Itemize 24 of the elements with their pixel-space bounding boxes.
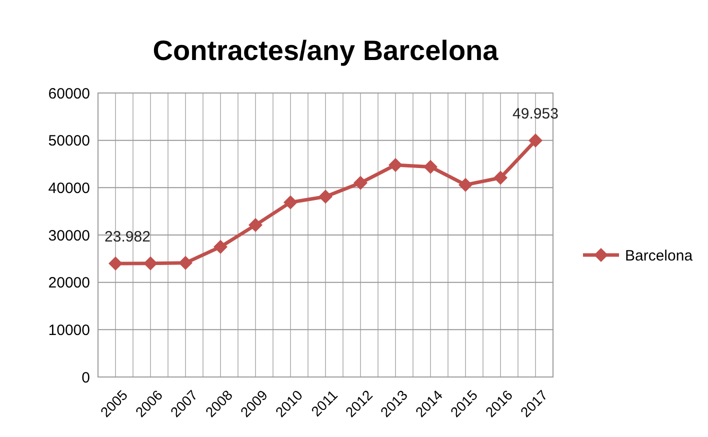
y-tick-label: 30000 <box>48 227 90 244</box>
point <box>284 195 298 210</box>
y-tick-label: 20000 <box>48 274 90 292</box>
point <box>494 170 508 185</box>
point <box>318 190 332 204</box>
point <box>248 218 262 232</box>
data-label: 49.953 <box>512 106 558 123</box>
point <box>354 176 368 190</box>
y-tick-label: 50000 <box>48 132 90 150</box>
point <box>458 178 472 192</box>
y-tick-label: 40000 <box>48 180 90 197</box>
data-label: 23.982 <box>104 228 150 246</box>
y-tick-label: 60000 <box>48 85 90 102</box>
y-tick-label: 0 <box>82 369 90 386</box>
point <box>214 240 228 254</box>
point <box>108 256 122 270</box>
point <box>528 134 542 148</box>
point <box>144 256 158 270</box>
y-tick-label: 10000 <box>48 322 90 339</box>
point <box>424 160 438 174</box>
chart-title: Contractes/any Barcelona <box>152 35 499 66</box>
point <box>388 158 402 172</box>
point <box>178 256 192 270</box>
legend-label: Barcelona <box>625 247 694 264</box>
